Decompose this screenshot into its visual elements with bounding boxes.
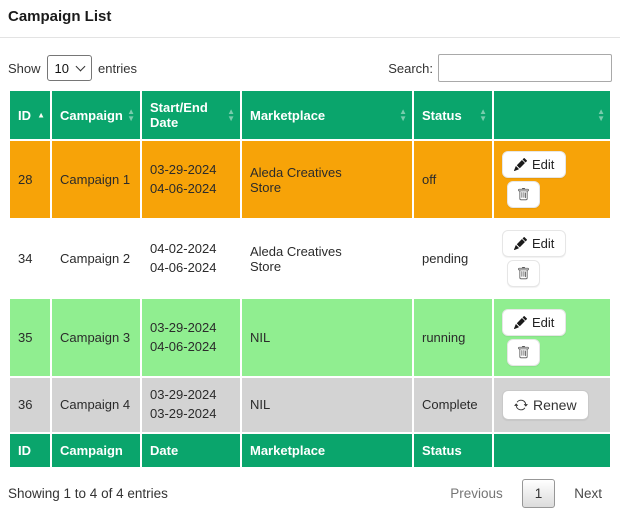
sort-both-icon: ▲ ▼ (399, 107, 407, 123)
start-date: 03-29-2024 (150, 319, 217, 335)
header-campaign[interactable]: Campaign ▲ ▼ (52, 91, 140, 139)
footer-row: ID Campaign Date Marketplace Status (10, 433, 610, 467)
cell-marketplace: Aleda Creatives Store (242, 141, 412, 218)
table-row: 36 Campaign 4 03-29-2024 03-29-2024 NIL … (10, 378, 610, 432)
cell-date: 04-02-2024 04-06-2024 (142, 220, 240, 297)
cell-status: Complete (414, 378, 492, 432)
cell-campaign: Campaign 4 (52, 378, 140, 432)
table-info-bar: Showing 1 to 4 of 4 entries Previous 1 N… (8, 478, 612, 508)
end-date: 04-06-2024 (150, 259, 217, 275)
chevron-down-icon (75, 61, 86, 72)
cell-id: 36 (10, 378, 50, 432)
edit-button-label: Edit (532, 157, 555, 172)
footer-date: Date (142, 433, 240, 467)
search-label: Search: (388, 60, 433, 76)
next-page-button[interactable]: Next (574, 485, 602, 501)
pencil-icon (514, 158, 527, 171)
end-date: 04-06-2024 (150, 338, 217, 354)
pencil-icon (514, 237, 527, 250)
sort-ascending-icon: ▲ (37, 110, 45, 120)
cell-campaign: Campaign 2 (52, 220, 140, 297)
header-status[interactable]: Status ▲ ▼ (414, 91, 492, 139)
page-number-button[interactable]: 1 (521, 478, 556, 508)
entries-label: entries (98, 60, 138, 76)
header-date[interactable]: Start/End Date ▲ ▼ (142, 91, 240, 139)
page-length-value: 10 (54, 60, 69, 76)
trash-icon (518, 346, 529, 359)
edit-button[interactable]: Edit (502, 309, 567, 336)
edit-button-label: Edit (532, 315, 555, 330)
footer-id: ID (10, 433, 50, 467)
cell-status: off (414, 141, 492, 218)
delete-button[interactable] (507, 339, 540, 366)
table-row: 28 Campaign 1 03-29-2024 04-06-2024 Aled… (10, 141, 610, 218)
cell-status: pending (414, 220, 492, 297)
start-date: 04-02-2024 (150, 240, 217, 256)
sort-both-icon: ▲ ▼ (479, 107, 487, 123)
campaign-table: ID ▲ Campaign ▲ ▼ Start/End Date ▲ ▼ Marke… (8, 89, 612, 469)
sort-both-icon: ▲ ▼ (597, 107, 605, 123)
renew-button-label: Renew (533, 396, 577, 413)
sort-both-icon: ▲ ▼ (127, 107, 135, 123)
start-date: 03-29-2024 (150, 161, 217, 177)
cell-marketplace: NIL (242, 299, 412, 376)
search-input[interactable] (438, 54, 612, 82)
cell-campaign: Campaign 3 (52, 299, 140, 376)
cell-date: 03-29-2024 04-06-2024 (142, 299, 240, 376)
end-date: 03-29-2024 (150, 405, 217, 421)
cell-actions: Edit (494, 299, 610, 376)
header-marketplace[interactable]: Marketplace ▲ ▼ (242, 91, 412, 139)
table-header: ID ▲ Campaign ▲ ▼ Start/End Date ▲ ▼ Marke… (10, 91, 610, 139)
delete-button[interactable] (507, 181, 540, 208)
search-control: Search: (388, 54, 612, 82)
page-length-select[interactable]: 10 (46, 55, 92, 81)
divider (0, 37, 620, 38)
table-controls: Show 10 entries Search: (8, 54, 612, 82)
cell-date: 03-29-2024 04-06-2024 (142, 141, 240, 218)
refresh-icon (514, 399, 528, 411)
table-row: 35 Campaign 3 03-29-2024 04-06-2024 NIL … (10, 299, 610, 376)
footer-campaign: Campaign (52, 433, 140, 467)
footer-actions (494, 433, 610, 467)
show-label: Show (8, 60, 41, 76)
entries-info: Showing 1 to 4 of 4 entries (8, 485, 168, 501)
footer-marketplace: Marketplace (242, 433, 412, 467)
table-row: 34 Campaign 2 04-02-2024 04-06-2024 Aled… (10, 220, 610, 297)
cell-id: 35 (10, 299, 50, 376)
previous-page-button[interactable]: Previous (450, 485, 503, 501)
trash-icon (518, 267, 529, 280)
cell-marketplace: NIL (242, 378, 412, 432)
header-row: ID ▲ Campaign ▲ ▼ Start/End Date ▲ ▼ Marke… (10, 91, 610, 139)
sort-both-icon: ▲ ▼ (227, 107, 235, 123)
cell-status: running (414, 299, 492, 376)
renew-button[interactable]: Renew (502, 389, 589, 420)
start-date: 03-29-2024 (150, 387, 217, 402)
cell-actions: Renew (494, 378, 610, 432)
cell-id: 34 (10, 220, 50, 297)
edit-button[interactable]: Edit (502, 230, 567, 257)
table-footer-header: ID Campaign Date Marketplace Status (10, 433, 610, 467)
pagination: Previous 1 Next (440, 478, 612, 508)
cell-actions: Edit (494, 220, 610, 297)
pencil-icon (514, 316, 527, 329)
cell-actions: Edit (494, 141, 610, 218)
trash-icon (518, 188, 529, 201)
cell-campaign: Campaign 1 (52, 141, 140, 218)
edit-button[interactable]: Edit (502, 151, 567, 178)
page-length-control: Show 10 entries (8, 55, 137, 81)
cell-date: 03-29-2024 03-29-2024 (142, 378, 240, 432)
footer-status: Status (414, 433, 492, 467)
cell-marketplace: Aleda Creatives Store (242, 220, 412, 297)
header-actions[interactable]: ▲ ▼ (494, 91, 610, 139)
end-date: 04-06-2024 (150, 180, 217, 196)
edit-button-label: Edit (532, 236, 555, 251)
cell-id: 28 (10, 141, 50, 218)
table-body: 28 Campaign 1 03-29-2024 04-06-2024 Aled… (10, 141, 610, 432)
header-id[interactable]: ID ▲ (10, 91, 50, 139)
delete-button[interactable] (507, 260, 540, 287)
page-title: Campaign List (8, 8, 112, 25)
